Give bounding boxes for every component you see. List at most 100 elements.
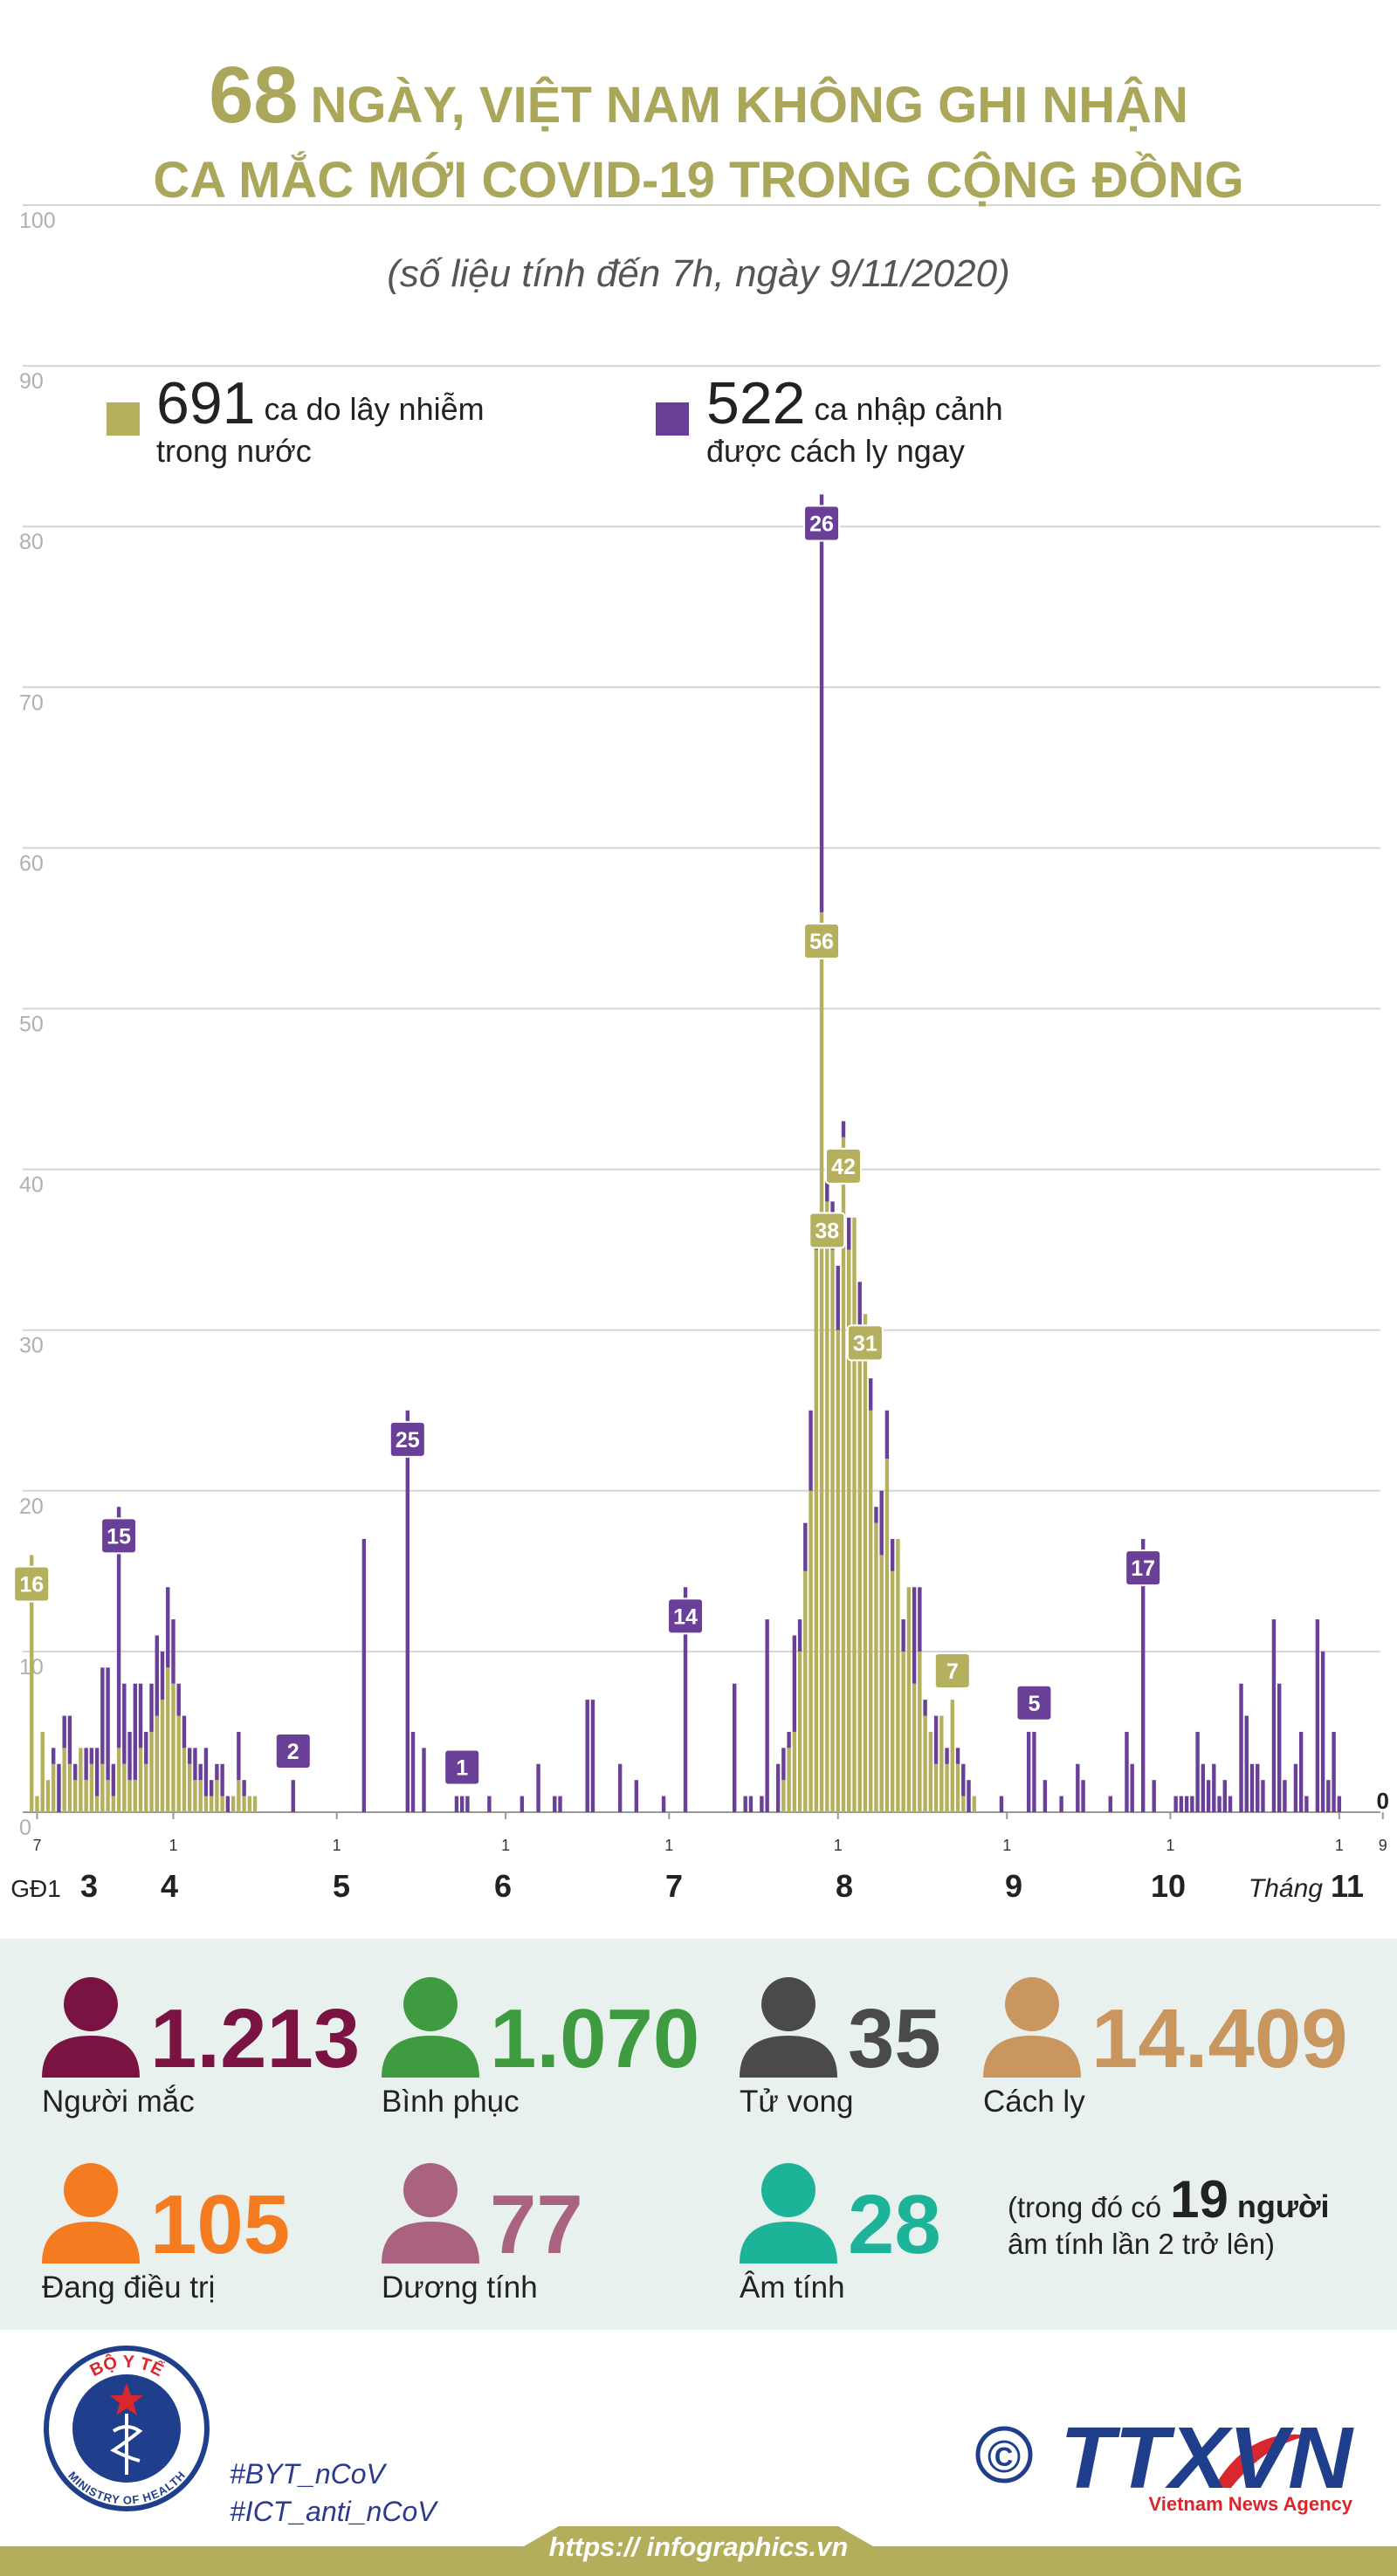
bar-segment	[1043, 1780, 1048, 1812]
bar-segment	[857, 1329, 862, 1812]
bar-segment	[884, 1458, 890, 1812]
bar-segment	[1195, 1731, 1200, 1812]
url: https:// infographics.vn	[549, 2531, 849, 2562]
legend-swatch	[107, 402, 140, 436]
note: (trong đó có 19 người	[1008, 2170, 1330, 2229]
y-tick-label: 100	[19, 209, 56, 233]
x-tick-label: 1	[1002, 1837, 1011, 1854]
bar-segment	[62, 1748, 66, 1812]
data-label-box	[803, 505, 841, 542]
x-tick-label: 7	[32, 1837, 41, 1854]
bar-segment	[825, 1169, 829, 1202]
data-label-box	[933, 1652, 971, 1689]
bar-segment	[797, 1619, 802, 1652]
bar-segment	[863, 1314, 868, 1812]
x-tick-label: 1	[501, 1837, 510, 1854]
bar-segment	[231, 1796, 236, 1812]
bar-segment	[1152, 1780, 1156, 1812]
bar-segment	[1026, 1731, 1031, 1812]
month-label: 11	[1331, 1868, 1364, 1904]
bar-segment	[836, 1266, 840, 1330]
data-label: 5	[1028, 1692, 1040, 1716]
bar-segment	[188, 1748, 192, 1764]
data-label: 14	[673, 1604, 698, 1629]
bar-segment	[188, 1763, 192, 1812]
data-label-box	[803, 923, 841, 960]
bar-segment	[106, 1780, 110, 1812]
bar-segment	[52, 1763, 56, 1812]
bar-segment	[1190, 1796, 1194, 1812]
bar-segment	[733, 1683, 737, 1812]
bar-segment	[176, 1683, 181, 1716]
bar-segment	[171, 1683, 175, 1812]
bar-segment	[94, 1796, 100, 1812]
bar-segment	[361, 1539, 367, 1812]
bar-segment	[765, 1619, 769, 1812]
bar-segment	[1212, 1763, 1216, 1812]
bar-segment	[1320, 1651, 1325, 1812]
data-label: 0	[1377, 1788, 1389, 1814]
legend-total: 691	[156, 370, 256, 436]
bar-segment	[144, 1763, 148, 1812]
bar-segment	[939, 1715, 944, 1812]
month-prefix: Tháng	[1249, 1874, 1323, 1903]
bar-segment	[111, 1796, 116, 1812]
stat-value: 77	[490, 2178, 583, 2271]
bar-segment	[35, 1796, 39, 1812]
bar-segment	[743, 1796, 747, 1812]
bar-segment	[1277, 1683, 1282, 1812]
bar-segment	[585, 1700, 589, 1812]
bar-segment	[405, 1410, 409, 1812]
data-label-box	[1125, 1549, 1162, 1587]
data-label: 17	[1131, 1556, 1155, 1581]
bar-segment	[193, 1780, 197, 1812]
bar-segment	[918, 1587, 922, 1652]
note: âm tính lần 2 trở lên)	[1008, 2228, 1275, 2260]
data-label-box	[389, 1420, 426, 1458]
x-tick-label: 1	[169, 1837, 177, 1854]
bar-segment	[933, 1763, 939, 1812]
data-label-box	[846, 1324, 884, 1362]
bar-segment	[84, 1780, 88, 1812]
bar-segment	[1315, 1619, 1320, 1812]
data-label: 25	[396, 1428, 420, 1453]
data-label-box	[809, 1212, 846, 1249]
note-part: 19	[1170, 2170, 1228, 2229]
bar-segment	[138, 1683, 143, 1748]
agency-subtitle: Vietnam News Agency	[1148, 2493, 1352, 2515]
legend-item: 522 ca nhập cảnh được cách ly ngay	[706, 374, 1047, 472]
ministry-logo: BỘ Y TẾ MINISTRY OF HEALTH	[44, 2346, 210, 2511]
bar-segment	[830, 1249, 835, 1812]
data-label-box	[1015, 1684, 1053, 1721]
bar-segment	[787, 1731, 791, 1748]
bar-segment	[67, 1715, 72, 1764]
bar-segment	[215, 1780, 219, 1812]
bar-segment	[1337, 1796, 1342, 1812]
data-label-box	[667, 1597, 705, 1635]
bar-segment	[72, 1780, 78, 1812]
bar-segment	[869, 1410, 873, 1812]
data-label: 38	[815, 1219, 839, 1244]
bar-segment	[923, 1715, 927, 1812]
bar-segment	[237, 1780, 241, 1812]
x-tick-label: 1	[834, 1837, 843, 1854]
bar-segment	[901, 1619, 905, 1652]
bar-segment	[160, 1700, 165, 1812]
bar-segment	[72, 1763, 78, 1781]
y-tick-label: 0	[19, 1816, 31, 1840]
agency-swoosh	[1214, 2434, 1310, 2488]
bar-segment	[683, 1587, 688, 1812]
bar-segment	[291, 1780, 295, 1812]
bar-segment	[825, 1201, 829, 1812]
bar-segment	[1293, 1763, 1298, 1812]
data-label: 26	[809, 512, 834, 537]
bar-segment	[972, 1796, 976, 1812]
bar-segment	[209, 1780, 214, 1796]
y-tick-label: 50	[19, 1013, 44, 1037]
x-tick-label: 1	[664, 1837, 673, 1854]
title-number: 68	[209, 51, 298, 140]
bar-segment	[661, 1796, 666, 1812]
bar-segment	[1206, 1780, 1211, 1812]
